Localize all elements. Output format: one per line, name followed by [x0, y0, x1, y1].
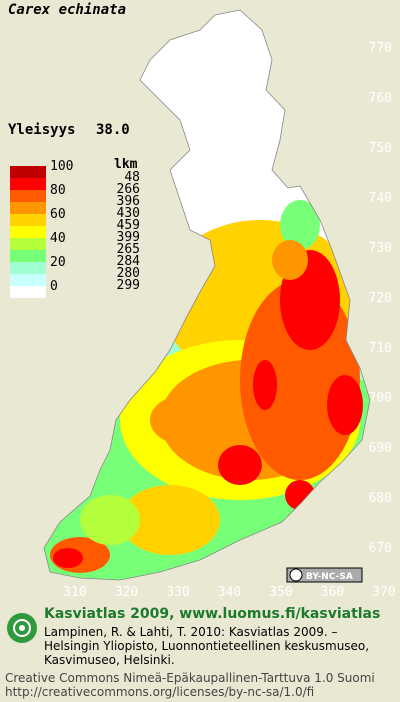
- legend: 100 80 60 40 20 0 lkm4826639643045939926528428…: [10, 157, 140, 298]
- x-grid-label: 360: [321, 585, 344, 600]
- legend-swatch: [10, 286, 46, 298]
- legend-count-header: lkm: [114, 157, 138, 172]
- legend-swatch: [10, 274, 46, 286]
- y-grid-label: 750: [369, 141, 392, 156]
- legend-scale-label: 20: [50, 255, 66, 270]
- x-grid-label: 370: [372, 585, 395, 600]
- legend-swatch: [10, 166, 46, 178]
- license-badge-text: BY-NC-SA: [306, 572, 353, 582]
- legend-count: 396: [117, 194, 140, 209]
- y-grid-label: 700: [369, 391, 392, 406]
- species-title: Carex echinata: [8, 2, 126, 18]
- x-grid-label: 330: [166, 585, 189, 600]
- y-grid-label: 720: [369, 291, 392, 306]
- site-name: Kasviatlas 2009, www.luomus.fi/kasviatla…: [44, 606, 380, 622]
- legend-swatch: [10, 238, 46, 250]
- x-grid-label: 310: [63, 585, 86, 600]
- frequency-label: Yleisyys: [8, 122, 75, 138]
- legend-scale-label: 80: [50, 183, 66, 198]
- legend-count: 399: [117, 230, 140, 245]
- legend-count: 430: [117, 206, 140, 221]
- y-grid-label: 670: [369, 541, 392, 556]
- y-grid-label: 760: [369, 91, 392, 106]
- x-grid-label: 350: [269, 585, 292, 600]
- legend-swatch: [10, 202, 46, 214]
- legend-swatch: [10, 226, 46, 238]
- legend-swatch: [10, 214, 46, 226]
- legend-count: 48: [124, 170, 140, 185]
- x-grid-label: 340: [218, 585, 241, 600]
- legend-swatch: [10, 178, 46, 190]
- legend-scale-label: 0: [50, 279, 58, 294]
- y-grid-label: 710: [369, 341, 392, 356]
- y-grid-label: 680: [369, 491, 392, 506]
- license-badge: BY-NC-SA: [286, 567, 363, 583]
- x-grid-label: 320: [115, 585, 138, 600]
- logo: [7, 613, 37, 643]
- y-grid-label: 770: [369, 41, 392, 56]
- legend-count: 266: [117, 182, 140, 197]
- frequency-value: 38.0: [96, 122, 130, 138]
- y-grid-label: 690: [369, 441, 392, 456]
- citation-line: Kasvimuseo, Helsinki.: [44, 653, 175, 667]
- legend-count: 265: [117, 242, 140, 257]
- finland-map: [43, 9, 371, 581]
- license-line: Creative Commons Nimeä-Epäkaupallinen-Ta…: [5, 671, 375, 685]
- legend-count: 284: [117, 254, 141, 269]
- legend-count: 299: [117, 278, 140, 293]
- citation-line: Lampinen, R. & Lahti, T. 2010: Kasviatla…: [44, 625, 338, 639]
- y-grid-label: 740: [369, 191, 392, 206]
- legend-scale-label: 60: [50, 207, 66, 222]
- legend-swatch: [10, 190, 46, 202]
- legend-swatch: [10, 250, 46, 262]
- legend-scale-label: 100: [50, 159, 73, 174]
- grid-labels: 770 760 750 740 730 720 710 700 690 680 670 310 320 3…: [63, 41, 395, 600]
- legend-swatch: [10, 262, 46, 274]
- legend-count: 459: [117, 218, 140, 233]
- citation-line: Helsingin Yliopisto, Luonnontieteellinen…: [44, 639, 369, 653]
- license-line: http://creativecommons.org/licenses/by-n…: [5, 685, 314, 699]
- legend-count: 280: [117, 266, 140, 281]
- legend-scale-label: 40: [50, 231, 66, 246]
- y-grid-label: 730: [369, 241, 392, 256]
